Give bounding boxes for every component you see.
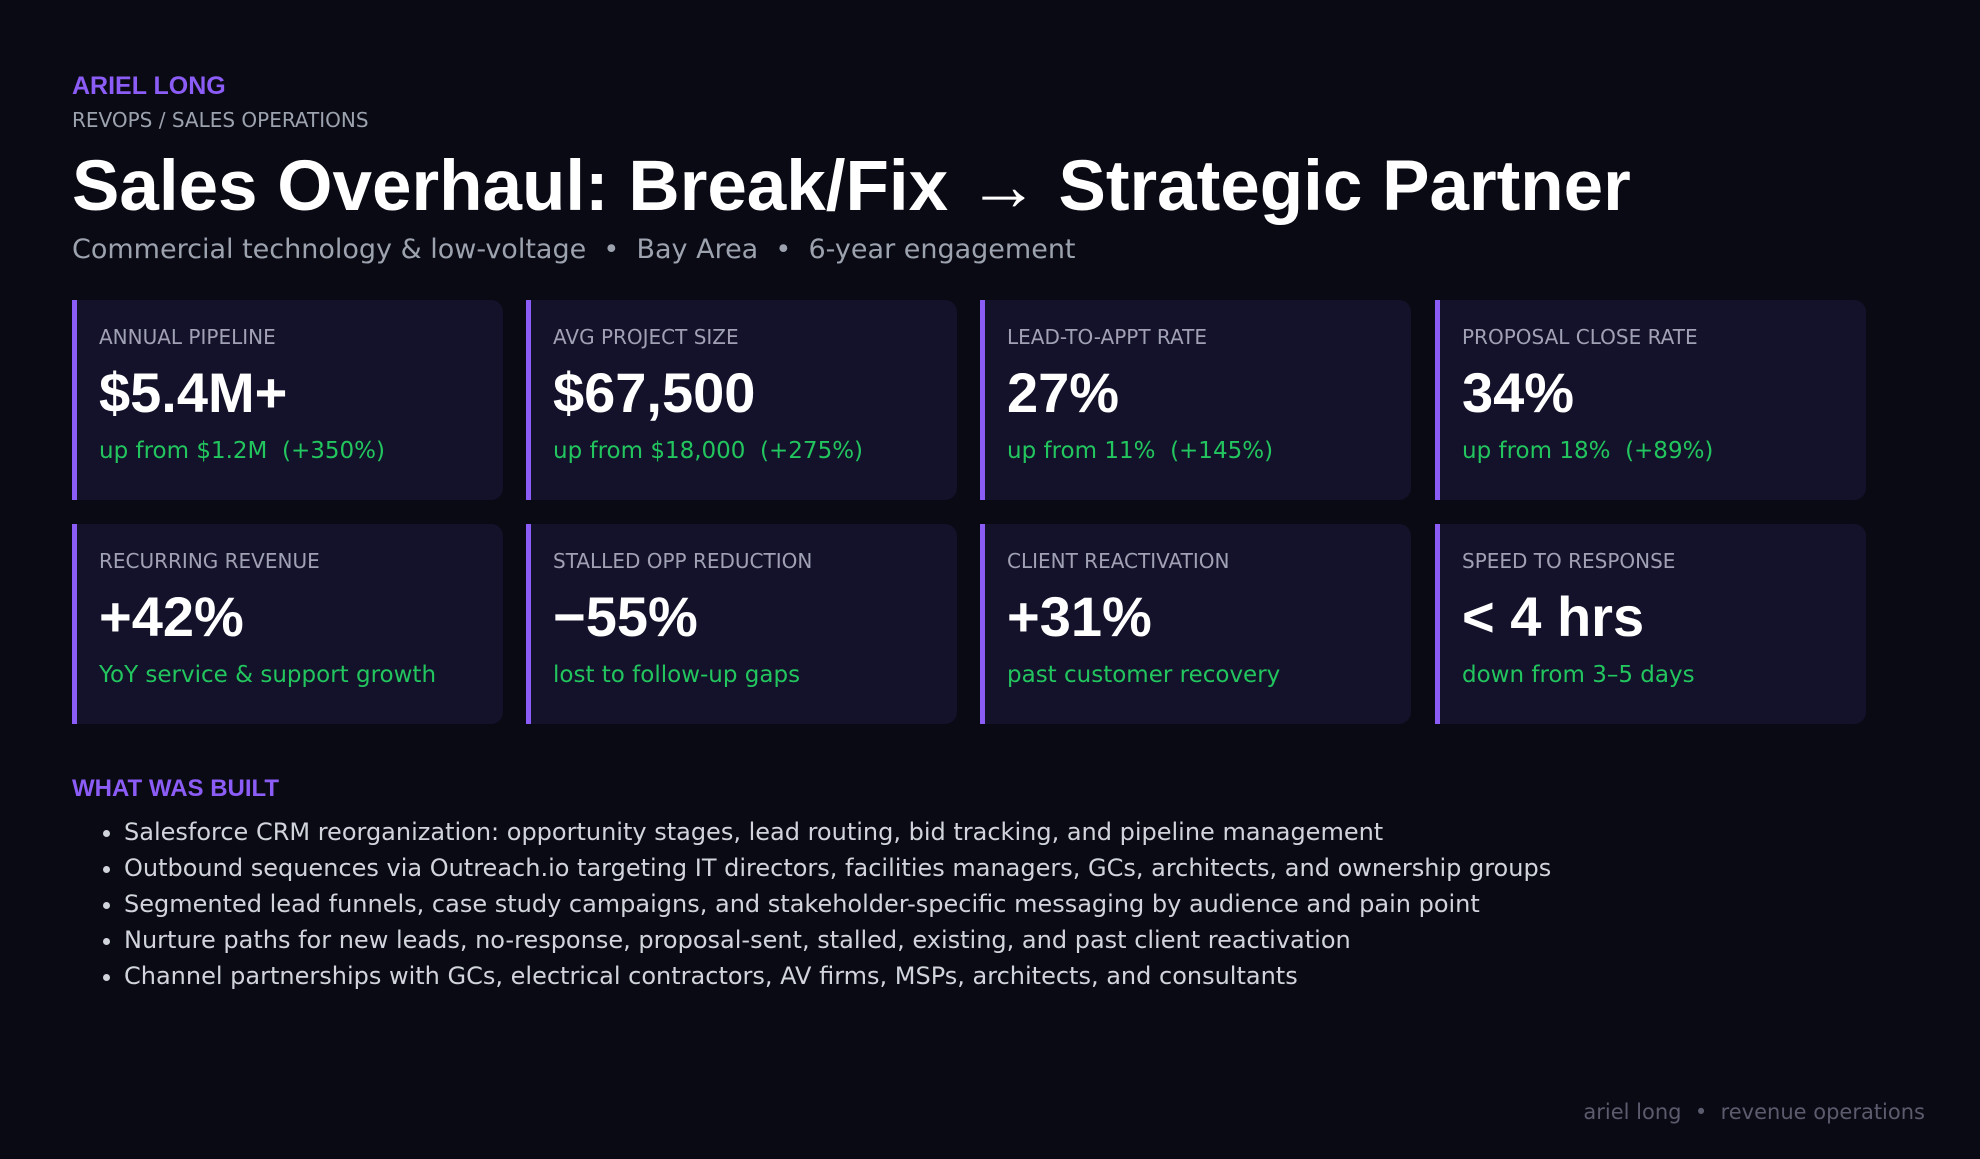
metric-note: down from 3–5 days <box>1462 662 1695 688</box>
metric-label: CLIENT REACTIVATION <box>1007 549 1230 573</box>
metric-card: SPEED TO RESPONSE < 4 hrs down from 3–5 da… <box>1435 524 1866 724</box>
metric-label: PROPOSAL CLOSE RATE <box>1462 325 1698 349</box>
metric-label: ANNUAL PIPELINE <box>99 325 276 349</box>
author-name: ARIEL LONG <box>72 72 226 100</box>
metric-card: STALLED OPP REDUCTION −55% lost to follow-… <box>526 524 957 724</box>
metric-value: $67,500 <box>553 361 756 424</box>
built-item: Channel partnerships with GCs, electrica… <box>124 958 1551 994</box>
metric-label: STALLED OPP REDUCTION <box>553 549 813 573</box>
built-item: Nurture paths for new leads, no-response… <box>124 922 1551 958</box>
metric-value: −55% <box>553 585 698 648</box>
metric-note: past customer recovery <box>1007 662 1281 688</box>
metric-card: ANNUAL PIPELINE $5.4M+ up from $1.2M (+350… <box>72 300 503 500</box>
metric-note: YoY service & support growth <box>99 662 437 688</box>
metric-card: RECURRING REVENUE +42% YoY service & suppo… <box>72 524 503 724</box>
metric-value: 34% <box>1462 361 1575 424</box>
metric-card: PROPOSAL CLOSE RATE 34% up from 18% (+89%) <box>1435 300 1866 500</box>
metric-card: LEAD-TO-APPT RATE 27% up from 11% (+145%) <box>980 300 1411 500</box>
metric-note: up from $18,000 (+275%) <box>553 438 864 464</box>
metric-label: LEAD-TO-APPT RATE <box>1007 325 1207 349</box>
metric-value: +42% <box>99 585 244 648</box>
metric-note: up from $1.2M (+350%) <box>99 438 385 464</box>
built-list: Salesforce CRM reorganization: opportuni… <box>72 814 1551 994</box>
page-title: Sales Overhaul: Break/Fix → Strategic Pa… <box>72 147 1631 226</box>
built-item: Outbound sequences via Outreach.io targe… <box>124 850 1551 886</box>
metric-card: CLIENT REACTIVATION +31% past customer rec… <box>980 524 1411 724</box>
section-heading: WHAT WAS BUILT <box>72 775 280 802</box>
built-item: Segmented lead funnels, case study campa… <box>124 886 1551 922</box>
footer: ariel long • revenue operations <box>1583 1100 1925 1124</box>
metric-note: up from 11% (+145%) <box>1007 438 1274 464</box>
metric-label: RECURRING REVENUE <box>99 549 320 573</box>
metric-label: SPEED TO RESPONSE <box>1462 549 1676 573</box>
metric-note: up from 18% (+89%) <box>1462 438 1714 464</box>
metric-card: AVG PROJECT SIZE $67,500 up from $18,000 (… <box>526 300 957 500</box>
metric-value: $5.4M+ <box>99 361 288 424</box>
metric-value: 27% <box>1007 361 1120 424</box>
metric-note: lost to follow-up gaps <box>553 662 801 688</box>
author-role: REVOPS / SALES OPERATIONS <box>72 108 369 132</box>
metric-value: < 4 hrs <box>1462 585 1645 648</box>
built-item: Salesforce CRM reorganization: opportuni… <box>124 814 1551 850</box>
page-subtitle: Commercial technology & low-voltage • Ba… <box>72 234 1076 265</box>
metric-label: AVG PROJECT SIZE <box>553 325 739 349</box>
metric-value: +31% <box>1007 585 1152 648</box>
